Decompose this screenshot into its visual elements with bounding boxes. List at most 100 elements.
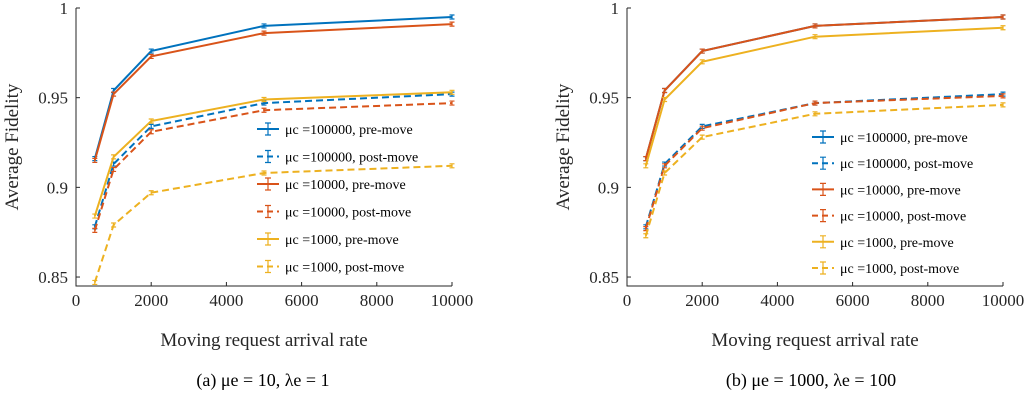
data-point bbox=[148, 129, 154, 135]
series-0 bbox=[92, 14, 455, 162]
legend-marker bbox=[820, 261, 826, 275]
legend: μc =100000, pre-move μc =100000, post-mov… bbox=[812, 130, 973, 277]
data-point bbox=[449, 100, 455, 106]
legend-label: μc =100000, post-move bbox=[840, 157, 973, 172]
x-tick-label: 10000 bbox=[431, 291, 474, 310]
data-point bbox=[148, 53, 154, 60]
data-point bbox=[261, 107, 267, 113]
legend-item: μc =1000, pre-move bbox=[257, 232, 399, 248]
y-tick-label: 0.85 bbox=[589, 268, 619, 287]
data-point bbox=[449, 89, 455, 95]
series-line bbox=[93, 23, 453, 161]
legend-marker bbox=[265, 232, 271, 246]
data-point bbox=[449, 14, 455, 20]
legend: μc =100000, pre-move μc =100000, post-mov… bbox=[257, 122, 418, 276]
legend-marker bbox=[820, 182, 826, 196]
data-point bbox=[643, 163, 649, 169]
data-point bbox=[812, 100, 818, 106]
legend-label: μc =100000, pre-move bbox=[840, 131, 968, 146]
legend-marker bbox=[265, 149, 271, 164]
data-point bbox=[261, 30, 267, 36]
data-point bbox=[148, 48, 154, 54]
data-point bbox=[699, 125, 705, 131]
x-tick-label: 6000 bbox=[836, 291, 870, 310]
legend-label: μc =10000, post-move bbox=[285, 206, 411, 221]
caption: (a) μe = 10, λe = 1 bbox=[196, 370, 329, 391]
chart-panel-b: 0 2000 4000 6000 8000 10000 0.85 0.9 0.95 1 Moving… bbox=[553, 0, 1024, 391]
series-4 bbox=[92, 89, 455, 219]
data-point bbox=[111, 91, 117, 97]
series-5 bbox=[643, 102, 1006, 239]
series-4 bbox=[643, 25, 1006, 169]
data-point bbox=[812, 34, 818, 40]
data-point bbox=[643, 233, 649, 239]
legend-item: μc =10000, post-move bbox=[812, 209, 966, 225]
data-point bbox=[662, 96, 668, 103]
legend-item: μc =1000, pre-move bbox=[812, 235, 954, 251]
data-point bbox=[699, 48, 705, 54]
series-2 bbox=[92, 21, 455, 164]
data-point bbox=[1000, 102, 1006, 108]
data-point bbox=[111, 166, 117, 173]
x-tick-label: 4000 bbox=[209, 291, 243, 310]
legend-item: μc =10000, pre-move bbox=[257, 177, 406, 193]
data-point bbox=[812, 23, 818, 29]
data-point bbox=[148, 123, 154, 129]
legend-marker bbox=[265, 177, 271, 191]
x-tick-label: 0 bbox=[623, 291, 632, 310]
data-point bbox=[449, 21, 455, 27]
legend-item: μc =10000, post-move bbox=[257, 204, 411, 221]
legend-label: μc =1000, pre-move bbox=[285, 233, 399, 248]
data-point bbox=[148, 190, 154, 196]
data-point bbox=[92, 227, 98, 233]
chart-panel-a: 0 2000 4000 6000 8000 10000 0.85 0.9 0.95 1 Moving… bbox=[2, 0, 473, 391]
data-point bbox=[261, 170, 267, 176]
legend-label: μc =1000, post-move bbox=[285, 261, 404, 276]
y-axis-label: Average Fidelity bbox=[553, 83, 574, 210]
legend-label: μc =100000, pre-move bbox=[285, 123, 413, 138]
y-tick-label: 1 bbox=[611, 0, 620, 18]
data-point bbox=[662, 163, 668, 169]
x-tick-label: 10000 bbox=[982, 291, 1025, 310]
data-point bbox=[1000, 93, 1006, 99]
data-point bbox=[662, 87, 668, 94]
legend-marker bbox=[265, 259, 271, 274]
x-tick-label: 4000 bbox=[760, 291, 794, 310]
legend-marker bbox=[820, 235, 826, 249]
y-tick-label: 0.9 bbox=[598, 178, 619, 197]
x-tick-label: 2000 bbox=[134, 291, 168, 310]
data-point bbox=[449, 163, 455, 169]
data-point bbox=[1000, 14, 1006, 20]
y-tick-label: 1 bbox=[60, 0, 69, 18]
legend-item: μc =100000, post-move bbox=[812, 156, 973, 172]
data-point bbox=[92, 213, 98, 219]
data-point bbox=[699, 59, 705, 65]
caption: (b) μe = 1000, λe = 100 bbox=[726, 370, 896, 391]
legend-label: μc =10000, post-move bbox=[840, 210, 966, 225]
data-point bbox=[1000, 25, 1006, 31]
legend-marker bbox=[820, 130, 826, 144]
data-point bbox=[92, 279, 98, 286]
legend-label: μc =10000, pre-move bbox=[285, 178, 406, 193]
series-3 bbox=[92, 100, 455, 233]
data-point bbox=[261, 23, 267, 29]
data-point bbox=[92, 157, 98, 164]
legend-label: μc =10000, pre-move bbox=[840, 183, 961, 198]
legend-label: μc =1000, pre-move bbox=[840, 236, 954, 251]
x-tick-label: 6000 bbox=[285, 291, 319, 310]
y-tick-label: 0.95 bbox=[589, 89, 619, 108]
legend-item: μc =1000, post-move bbox=[257, 259, 404, 276]
y-tick-label: 0.85 bbox=[38, 268, 68, 287]
legend-item: μc =100000, pre-move bbox=[812, 130, 968, 146]
data-point bbox=[812, 111, 818, 117]
y-tick-label: 0.95 bbox=[38, 89, 68, 108]
x-axis-label: Moving request arrival rate bbox=[711, 330, 918, 351]
y-tick-label: 0.9 bbox=[47, 178, 68, 197]
legend-item: μc =1000, post-move bbox=[812, 261, 959, 277]
data-point bbox=[111, 222, 117, 228]
legend-label: μc =100000, post-move bbox=[285, 151, 418, 166]
x-axis-label: Moving request arrival rate bbox=[160, 330, 367, 351]
x-tick-label: 8000 bbox=[360, 291, 394, 310]
data-point bbox=[111, 154, 117, 160]
